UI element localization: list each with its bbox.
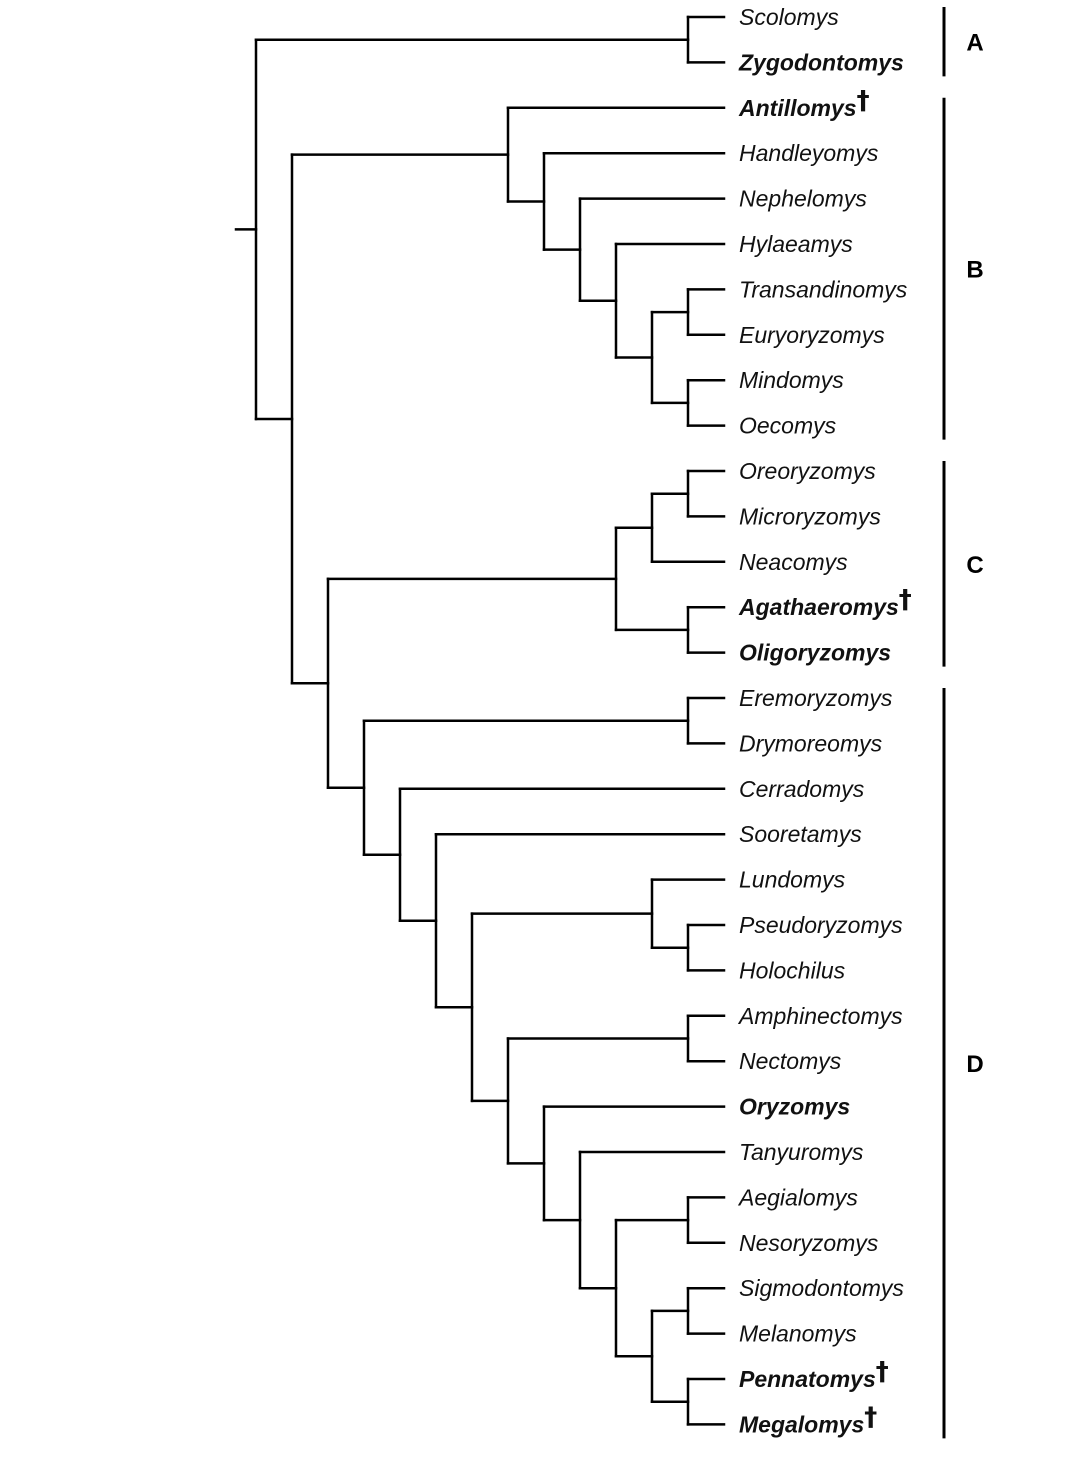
taxon-label: Euryoryzomys	[739, 322, 885, 348]
taxon-label: Megalomys†	[739, 1402, 877, 1437]
taxon-label: Transandinomys	[739, 276, 908, 302]
taxon-label: Eremoryzomys	[739, 685, 893, 711]
taxon-label: Melanomys	[739, 1321, 857, 1347]
taxon-name: Hylaeamys	[739, 231, 853, 257]
extinct-dagger-icon: †	[864, 1402, 877, 1432]
taxon-label: Drymoreomys	[739, 730, 883, 756]
taxon-label: Nesoryzomys	[739, 1230, 879, 1256]
taxon-name: Holochilus	[739, 957, 846, 983]
taxon-name: Eremoryzomys	[739, 685, 893, 711]
taxon-label: Agathaeromys†	[738, 585, 912, 620]
taxon-name: Amphinectomys	[737, 1003, 903, 1029]
taxon-name: Melanomys	[739, 1321, 857, 1347]
clade-label: A	[966, 30, 983, 57]
taxon-name: Nectomys	[739, 1048, 842, 1074]
clade-label: B	[966, 257, 983, 284]
extinct-dagger-icon: †	[857, 86, 870, 116]
taxon-name: Agathaeromys	[738, 594, 899, 620]
taxon-name: Antillomys	[738, 95, 857, 121]
taxon-label: Mindomys	[739, 367, 844, 393]
taxon-name: Sigmodontomys	[739, 1275, 904, 1301]
taxon-name: Nesoryzomys	[739, 1230, 879, 1256]
taxon-name: Tanyuromys	[739, 1139, 864, 1165]
tree-branches	[234, 15, 726, 1426]
taxon-label: Tanyuromys	[739, 1139, 864, 1165]
taxon-name: Pennatomys	[739, 1366, 876, 1392]
taxon-label: Oecomys	[739, 413, 837, 439]
taxon-name: Handleyomys	[739, 140, 879, 166]
taxon-label: Holochilus	[739, 957, 846, 983]
taxon-label: Microryzomys	[739, 503, 881, 529]
clade-label: C	[966, 552, 983, 579]
taxon-label: Zygodontomys	[738, 49, 904, 75]
clade-brackets: A B C D	[942, 7, 984, 1439]
taxon-label: Neacomys	[739, 549, 848, 575]
taxon-name: Oecomys	[739, 413, 837, 439]
taxon-name: Nephelomys	[739, 186, 867, 212]
taxon-label: Nephelomys	[739, 186, 867, 212]
clade-label: D	[966, 1051, 983, 1078]
taxon-name: Mindomys	[739, 367, 844, 393]
taxon-name: Megalomys	[739, 1411, 864, 1437]
taxon-name: Scolomys	[739, 4, 839, 30]
taxon-label: Oryzomys	[739, 1094, 850, 1120]
taxon-name: Oryzomys	[739, 1094, 850, 1120]
taxon-label: Lundomys	[739, 867, 846, 893]
taxon-label: Handleyomys	[739, 140, 879, 166]
taxon-label: Amphinectomys	[737, 1003, 903, 1029]
taxon-label: Oligoryzomys	[739, 640, 891, 666]
taxon-name: Sooretamys	[739, 821, 862, 847]
taxon-name: Pseudoryzomys	[739, 912, 903, 938]
taxon-label: Pennatomys†	[739, 1357, 889, 1392]
taxon-name: Lundomys	[739, 867, 846, 893]
taxon-name: Zygodontomys	[738, 49, 904, 75]
taxon-name: Neacomys	[739, 549, 848, 575]
taxon-name: Aegialomys	[737, 1184, 858, 1210]
taxon-name: Microryzomys	[739, 503, 881, 529]
taxon-label: Aegialomys	[737, 1184, 858, 1210]
tip-labels: ScolomysZygodontomysAntillomys†Handleyom…	[737, 4, 912, 1437]
taxon-label: Antillomys†	[738, 86, 870, 121]
taxon-label: Sooretamys	[739, 821, 862, 847]
taxon-label: Hylaeamys	[739, 231, 853, 257]
taxon-label: Oreoryzomys	[739, 458, 876, 484]
extinct-dagger-icon: †	[899, 585, 912, 615]
taxon-name: Oligoryzomys	[739, 640, 891, 666]
extinct-dagger-icon: †	[876, 1357, 889, 1387]
taxon-name: Oreoryzomys	[739, 458, 876, 484]
taxon-label: Sigmodontomys	[739, 1275, 904, 1301]
taxon-label: Pseudoryzomys	[739, 912, 903, 938]
taxon-name: Euryoryzomys	[739, 322, 885, 348]
taxon-label: Nectomys	[739, 1048, 842, 1074]
taxon-label: Cerradomys	[739, 776, 865, 802]
taxon-name: Transandinomys	[739, 276, 908, 302]
taxon-label: Scolomys	[739, 4, 839, 30]
taxon-name: Drymoreomys	[739, 730, 883, 756]
taxon-name: Cerradomys	[739, 776, 865, 802]
